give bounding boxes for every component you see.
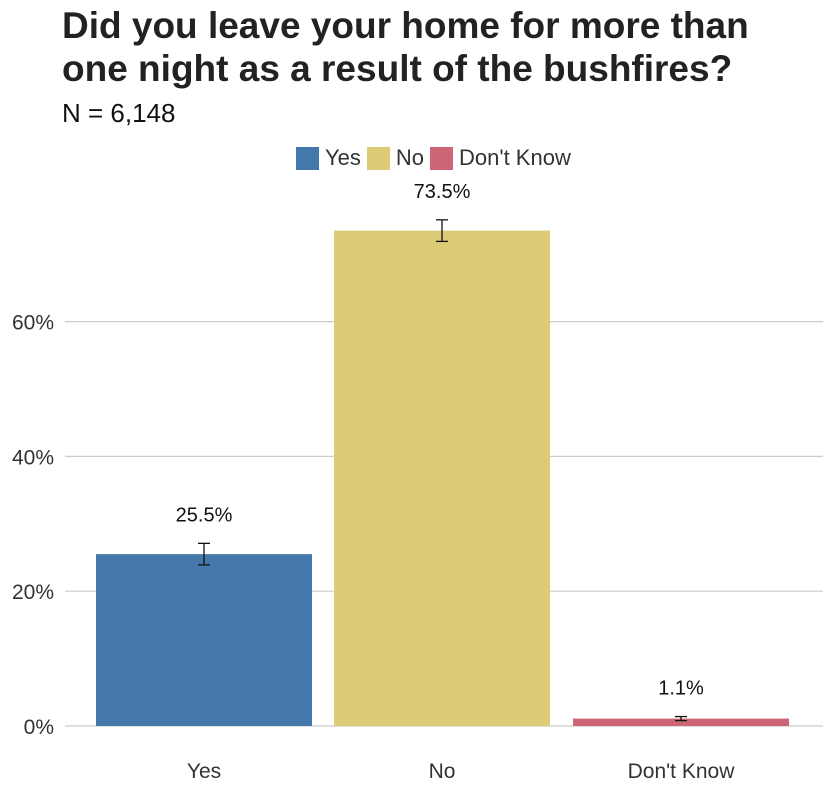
legend-item-dont-know: Don't Know: [430, 145, 571, 171]
data-label-don-t-know: 1.1%: [658, 678, 704, 700]
legend-label-dont-know: Don't Know: [459, 145, 571, 170]
x-tick-label-no: No: [429, 760, 456, 783]
legend: Yes No Don't Know: [0, 145, 830, 171]
chart-subtitle: N = 6,148: [62, 98, 176, 128]
legend-swatch-dont-know: [430, 146, 454, 170]
y-tick-label-0: 0%: [24, 716, 54, 739]
legend-label-no: No: [395, 145, 425, 170]
bar-no: [334, 230, 550, 727]
y-tick-label-40: 40%: [12, 446, 54, 469]
bar-yes: [96, 554, 312, 726]
bar-don-t-know: [573, 718, 789, 726]
x-tick-label-yes: Yes: [187, 760, 221, 783]
legend-item-no: No: [366, 145, 425, 171]
legend-label-yes: Yes: [325, 145, 361, 170]
y-tick-label-60: 60%: [12, 312, 54, 335]
data-label-yes: 25.5%: [176, 504, 233, 526]
data-label-no: 73.5%: [414, 181, 471, 203]
chart-title: Did you leave your home for more than on…: [62, 5, 749, 89]
x-tick-label-don-t-know: Don't Know: [628, 760, 736, 783]
y-tick-label-20: 20%: [12, 581, 54, 604]
legend-swatch-no: [366, 146, 390, 170]
legend-item-yes: Yes: [296, 145, 361, 171]
legend-swatch-yes: [296, 146, 319, 170]
